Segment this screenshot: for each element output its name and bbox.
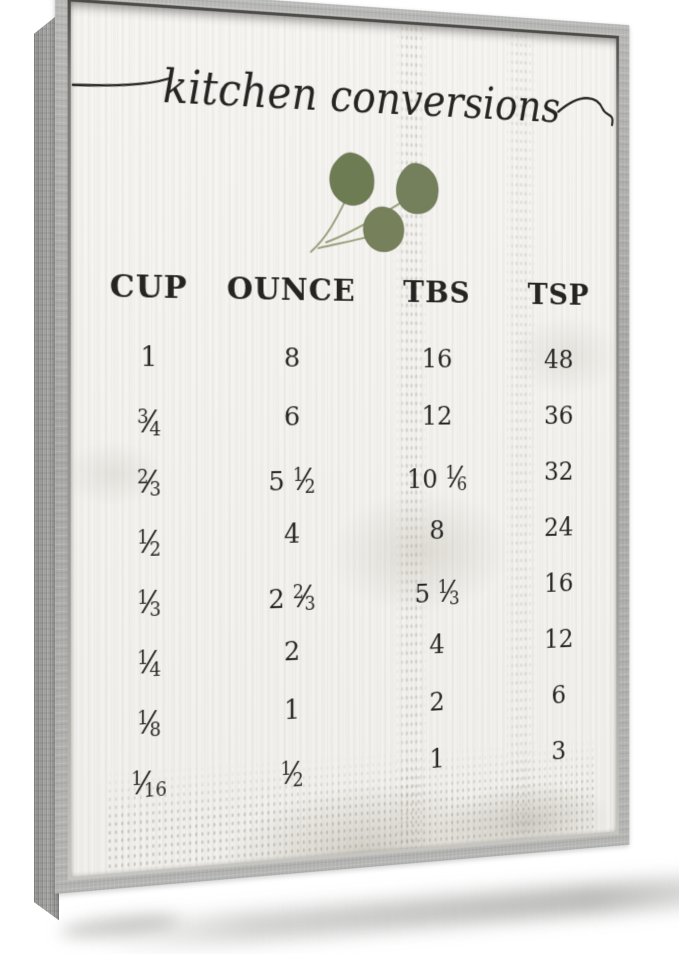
table-cell: 6	[551, 680, 567, 711]
table-cell: 10 1⁄6	[406, 460, 468, 496]
table-cell: 8	[429, 516, 445, 546]
leaf-shape	[330, 152, 374, 206]
table-cell: 2 2⁄3	[268, 579, 316, 616]
picture-frame: kitchen conversions	[54, 0, 630, 894]
framed-sign: kitchen conversions	[54, 0, 630, 894]
leaf-shape	[396, 162, 438, 214]
flourish-right-icon	[558, 97, 612, 126]
leaves-svg	[302, 145, 454, 260]
table-cell: 4	[283, 519, 301, 551]
table-cell: 1⁄4	[136, 645, 162, 682]
flourish-left-icon	[73, 73, 169, 90]
leaf-stem	[311, 189, 351, 253]
table-cell: 16	[544, 568, 574, 599]
table-cell: 32	[544, 457, 574, 487]
leaf-shape	[363, 206, 404, 252]
column-header-ounce: OUNCE	[226, 271, 356, 309]
table-cell: 6	[283, 402, 301, 433]
frame-inner-gap: kitchen conversions	[67, 0, 619, 881]
column-header-tbs: TBS	[403, 275, 471, 311]
table-cell: 48	[544, 345, 574, 375]
table-cell: 12	[544, 624, 574, 655]
conversion-table: CUP OUNCE TBS TSP 1 8 16 48 3⁄4 6 12 36 2⁄3 5 1⁄2 10 1…	[81, 259, 611, 815]
table-cell: 1⁄2	[136, 524, 162, 561]
column-header-cup: CUP	[109, 268, 188, 307]
table-cell: 1⁄8	[136, 705, 162, 742]
table-cell: 16	[421, 344, 453, 375]
table-cell: 4	[429, 630, 445, 661]
table-cell: 8	[283, 343, 301, 374]
sign-canvas: kitchen conversions	[70, 1, 617, 877]
table-cell: 24	[544, 513, 574, 543]
table-cell: 5 1⁄2	[268, 462, 316, 498]
table-cell: 12	[421, 401, 453, 432]
table-cell: 5 1⁄3	[414, 575, 460, 610]
table-cell: 1	[140, 342, 158, 374]
table-cell: 2⁄3	[136, 464, 162, 501]
table-cell: 1	[283, 695, 301, 727]
table-cell: 2	[429, 687, 445, 718]
table-cell: 1⁄2	[280, 756, 304, 792]
eucalyptus-leaves-icon	[71, 134, 617, 267]
table-cell: 1	[429, 744, 445, 775]
table-cell: 2	[283, 636, 301, 668]
title-text: kitchen conversions	[163, 60, 560, 133]
column-header-tsp: TSP	[527, 277, 590, 313]
table-cell: 3⁄4	[136, 404, 162, 441]
table-cell: 36	[544, 401, 574, 431]
table-cell: 3	[551, 736, 567, 767]
table-cell: 1⁄16	[131, 765, 167, 802]
table-cell: 1⁄3	[136, 585, 162, 621]
